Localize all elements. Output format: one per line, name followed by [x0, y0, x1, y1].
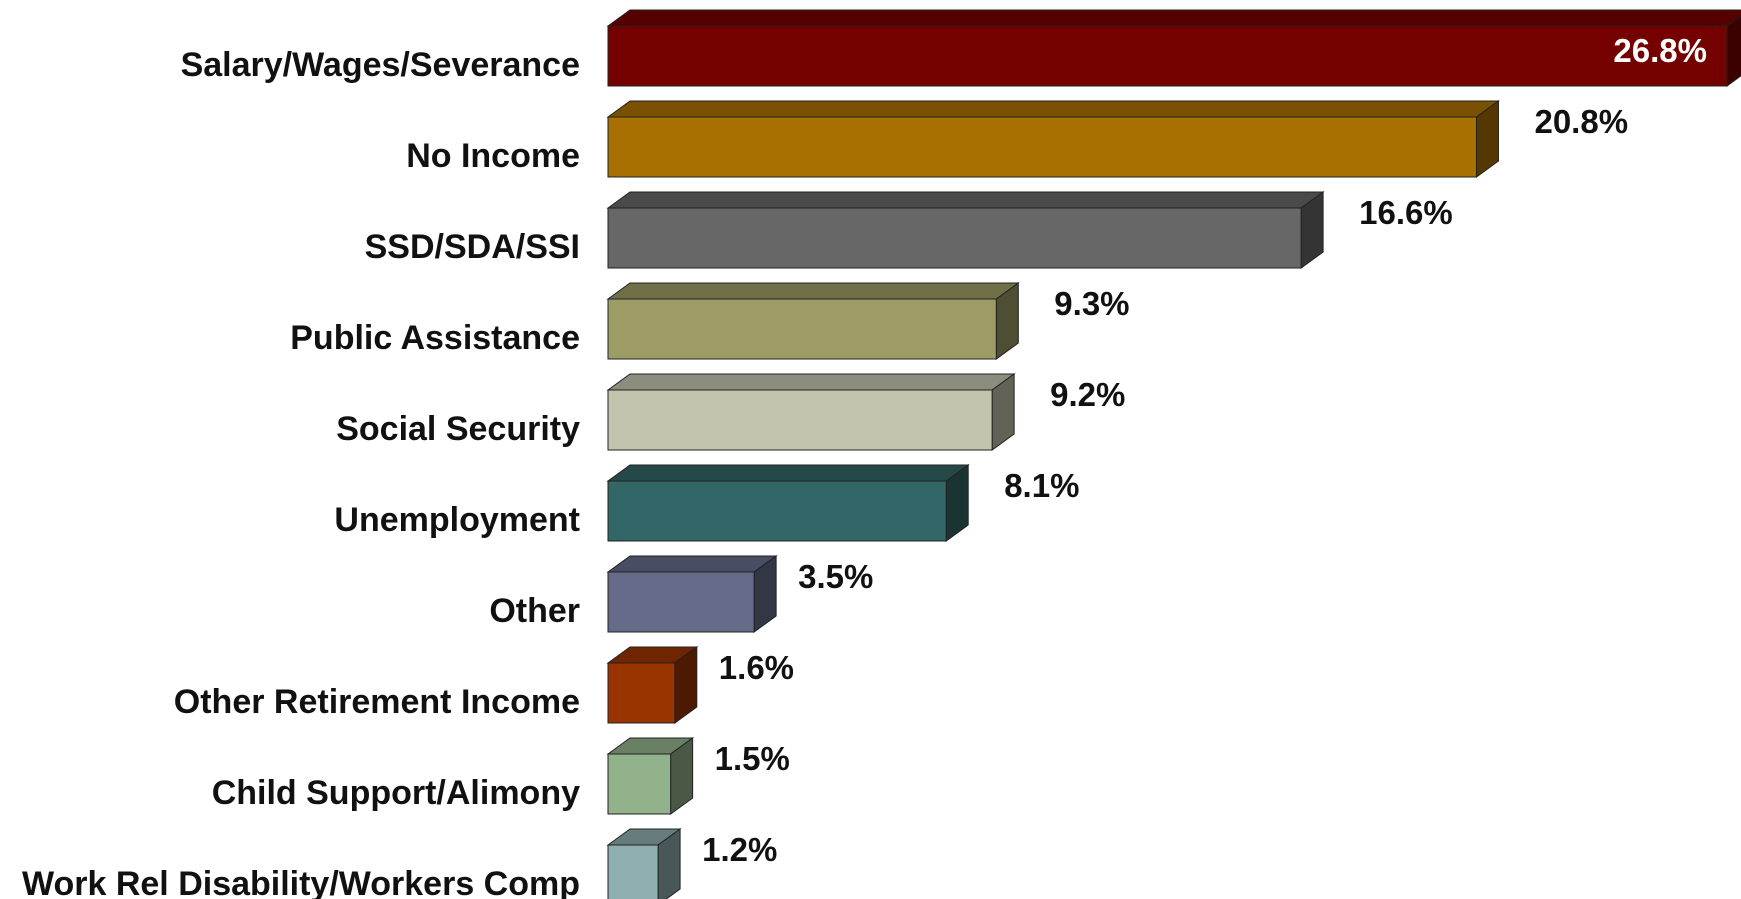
bar-front-face: [607, 753, 672, 815]
bar-front-face: [607, 389, 993, 451]
bar-front-face: [607, 25, 1728, 87]
category-label-work-rel-disability-workers-comp: Work Rel Disability/Workers Comp: [22, 865, 580, 899]
bar-ssd-sda-ssi: [606, 191, 1325, 269]
bars-group: [606, 9, 1741, 899]
value-label-child-support-alimony: 1.5%: [715, 740, 790, 777]
category-label-ssd-sda-ssi: SSD/SDA/SSI: [365, 228, 580, 266]
category-label-child-support-alimony: Child Support/Alimony: [212, 774, 580, 812]
bar-front-face: [607, 662, 676, 724]
bar-front-face: [607, 571, 755, 633]
bar-top-face: [606, 373, 1016, 391]
bar-front-face: [607, 298, 997, 360]
bar-top-face: [606, 100, 1501, 118]
category-labels: Salary/Wages/Severance No Income SSD/SDA/S…: [22, 46, 580, 899]
category-label-social-security: Social Security: [336, 410, 580, 448]
value-label-social-security: 9.2%: [1050, 376, 1125, 413]
bar-front-face: [607, 844, 659, 899]
category-label-unemployment: Unemployment: [334, 501, 580, 539]
category-label-public-assistance: Public Assistance: [290, 319, 580, 357]
bar-other: [606, 555, 778, 633]
bar-no-income: [606, 100, 1501, 178]
bar-front-face: [607, 116, 1477, 178]
bar-child-support-alimony: [606, 737, 695, 815]
value-label-other-retirement-income: 1.6%: [719, 649, 794, 686]
value-label-salary-wages-severance: 26.8%: [1613, 32, 1707, 69]
value-label-unemployment: 8.1%: [1004, 467, 1079, 504]
bar-salary-wages-severance: [606, 9, 1741, 87]
value-label-public-assistance: 9.3%: [1054, 285, 1129, 322]
bar-top-face: [606, 9, 1741, 27]
category-label-no-income: No Income: [406, 137, 580, 175]
value-label-ssd-sda-ssi: 16.6%: [1359, 194, 1453, 231]
bar-top-face: [606, 555, 778, 573]
category-label-other: Other: [489, 592, 580, 630]
bar-top-face: [606, 191, 1325, 209]
bar-public-assistance: [606, 282, 1020, 360]
value-labels: 26.8% 20.8% 16.6% 9.3% 9.2% 8.1% 3.5% 1.6% 1.5% 1…: [702, 32, 1707, 868]
bar-social-security: [606, 373, 1016, 451]
bar-work-rel-disability-workers-comp: [606, 828, 682, 899]
value-label-other: 3.5%: [798, 558, 873, 595]
bar-front-face: [607, 480, 947, 542]
value-label-work-rel-disability-workers-comp: 1.2%: [702, 831, 777, 868]
bar-other-retirement-income: [606, 646, 699, 724]
category-label-salary-wages-severance: Salary/Wages/Severance: [181, 46, 580, 84]
bar-top-face: [606, 464, 970, 482]
bar-front-face: [607, 207, 1302, 269]
category-label-other-retirement-income: Other Retirement Income: [174, 683, 580, 721]
bar-unemployment: [606, 464, 970, 542]
bar-top-face: [606, 282, 1020, 300]
value-label-no-income: 20.8%: [1534, 103, 1628, 140]
